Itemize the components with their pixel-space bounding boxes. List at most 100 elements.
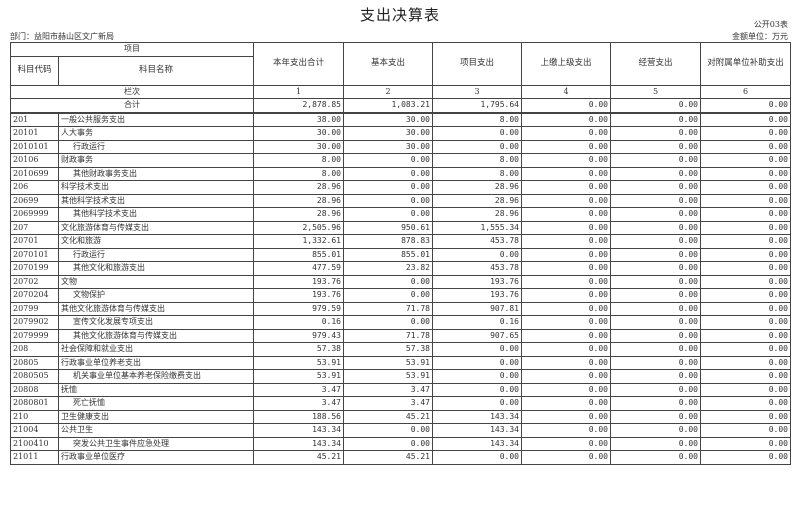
amount-cell: 979.59 [253, 301, 344, 316]
subject-code: 20805 [10, 355, 59, 370]
total-value: 0.00 [700, 98, 791, 114]
subject-code: 2010101 [10, 139, 59, 154]
expenditure-table: 项目 本年支出合计 基本支出 项目支出 上缴上级支出 经营支出 对附属单位补助支… [10, 42, 791, 465]
amount-cell: 0.00 [521, 193, 611, 208]
amount-cell: 57.38 [343, 342, 433, 357]
header-code: 科目代码 [10, 55, 59, 86]
amount-cell: 0.00 [700, 261, 791, 276]
amount-cell: 3.47 [343, 396, 433, 411]
amount-cell: 3.47 [253, 396, 344, 411]
table-row: 20702 文物 193.76 0.00 193.76 0.00 0.00 0.00 [10, 274, 791, 289]
amount-cell: 0.00 [521, 234, 611, 249]
subject-code: 20808 [10, 382, 59, 397]
amount-cell: 0.00 [700, 450, 791, 465]
amount-cell: 0.00 [700, 180, 791, 195]
subject-name: 公共卫生 [58, 423, 254, 438]
amount-cell: 0.00 [521, 382, 611, 397]
amount-cell: 0.00 [610, 382, 701, 397]
amount-cell: 0.00 [610, 450, 701, 465]
amount-cell: 453.78 [432, 261, 522, 276]
amount-cell: 0.00 [343, 423, 433, 438]
amount-cell: 0.00 [521, 139, 611, 154]
subject-name: 卫生健康支出 [58, 409, 254, 424]
subject-name: 人大事务 [58, 126, 254, 141]
amount-cell: 0.00 [521, 288, 611, 303]
amount-cell: 143.34 [253, 423, 344, 438]
table-row: 210 卫生健康支出 188.56 45.21 143.34 0.00 0.00 0.00 [10, 409, 791, 424]
column-number-label: 栏次 [10, 84, 254, 99]
amount-cell: 0.00 [521, 247, 611, 262]
total-row: 合计 2,878.85 1,083.21 1,795.64 0.00 0.00 … [10, 98, 791, 114]
amount-cell: 0.00 [610, 328, 701, 343]
amount-cell: 57.38 [253, 342, 344, 357]
amount-cell: 0.00 [343, 207, 433, 222]
amount-cell: 0.00 [432, 396, 522, 411]
table-row: 201 一般公共服务支出 38.00 30.00 8.00 0.00 0.00 0.00 [10, 112, 791, 127]
amount-cell: 0.00 [521, 409, 611, 424]
total-value: 0.00 [521, 98, 611, 114]
table-row: 20699 其他科学技术支出 28.96 0.00 28.96 0.00 0.00 0.00 [10, 193, 791, 208]
amount-cell: 0.00 [432, 450, 522, 465]
amount-cell: 0.00 [521, 355, 611, 370]
amount-cell: 71.78 [343, 328, 433, 343]
total-value: 1,083.21 [343, 98, 433, 114]
amount-cell: 0.00 [700, 234, 791, 249]
subject-code: 20699 [10, 193, 59, 208]
amount-cell: 0.00 [700, 247, 791, 262]
amount-cell: 143.34 [432, 436, 522, 451]
table-row: 207 文化旅游体育与传媒支出 2,505.96 950.61 1,555.34 0.00… [10, 220, 791, 235]
subject-name: 科学技术支出 [58, 180, 254, 195]
subject-name: 宣传文化发展专项支出 [58, 315, 254, 330]
table-row: 2070101 行政运行 855.01 855.01 0.00 0.00 0.00 0.00 [10, 247, 791, 262]
header-col-5: 经营支出 [610, 42, 701, 86]
amount-cell: 0.00 [432, 342, 522, 357]
amount-cell: 45.21 [253, 450, 344, 465]
amount-cell: 0.00 [610, 301, 701, 316]
subject-code: 20701 [10, 234, 59, 249]
amount-cell: 8.00 [253, 153, 344, 168]
subject-code: 210 [10, 409, 59, 424]
amount-cell: 193.76 [253, 288, 344, 303]
subject-name: 行政运行 [58, 247, 254, 262]
amount-cell: 0.00 [343, 153, 433, 168]
subject-name: 其他文化旅游体育与传媒支出 [58, 328, 254, 343]
amount-cell: 0.00 [610, 396, 701, 411]
subject-code: 2070101 [10, 247, 59, 262]
amount-cell: 0.00 [700, 220, 791, 235]
form-number: 公开03表 [753, 20, 788, 29]
amount-cell: 0.00 [700, 355, 791, 370]
amount-cell: 28.96 [432, 180, 522, 195]
amount-cell: 0.00 [521, 423, 611, 438]
amount-cell: 0.00 [343, 166, 433, 181]
table-row: 20106 财政事务 8.00 0.00 8.00 0.00 0.00 0.00 [10, 153, 791, 168]
amount-cell: 0.00 [521, 153, 611, 168]
amount-cell: 0.00 [521, 207, 611, 222]
header-col-6: 对附属单位补助支出 [700, 42, 791, 86]
amount-cell: 45.21 [343, 409, 433, 424]
subject-code: 2080801 [10, 396, 59, 411]
amount-cell: 0.00 [610, 139, 701, 154]
amount-cell: 23.82 [343, 261, 433, 276]
amount-cell: 0.00 [521, 112, 611, 127]
subject-code: 2079902 [10, 315, 59, 330]
unit-label: 金额单位：万元 [732, 32, 788, 41]
subject-name: 文化旅游体育与传媒支出 [58, 220, 254, 235]
amount-cell: 0.00 [610, 315, 701, 330]
table-row: 2070204 文物保护 193.76 0.00 193.76 0.00 0.00 0.00 [10, 288, 791, 303]
amount-cell: 0.00 [700, 288, 791, 303]
table-row: 21004 公共卫生 143.34 0.00 143.34 0.00 0.00 0.00 [10, 423, 791, 438]
amount-cell: 0.00 [610, 423, 701, 438]
amount-cell: 0.00 [610, 288, 701, 303]
amount-cell: 30.00 [343, 112, 433, 127]
amount-cell: 30.00 [253, 126, 344, 141]
page-title: 支出决算表 [359, 6, 440, 24]
column-number: 6 [700, 84, 791, 99]
table-row: 20799 其他文化旅游体育与传媒支出 979.59 71.78 907.81 0.00 0… [10, 301, 791, 316]
subject-code: 2069999 [10, 207, 59, 222]
table-row: 2069999 其他科学技术支出 28.96 0.00 28.96 0.00 0.00 0.0… [10, 207, 791, 222]
amount-cell: 0.00 [521, 126, 611, 141]
table-row: 20701 文化和旅游 1,332.61 878.83 453.78 0.00 0.00 0.… [10, 234, 791, 249]
subject-name: 文化和旅游 [58, 234, 254, 249]
header-item: 项目 [10, 42, 254, 57]
amount-cell: 0.00 [343, 288, 433, 303]
